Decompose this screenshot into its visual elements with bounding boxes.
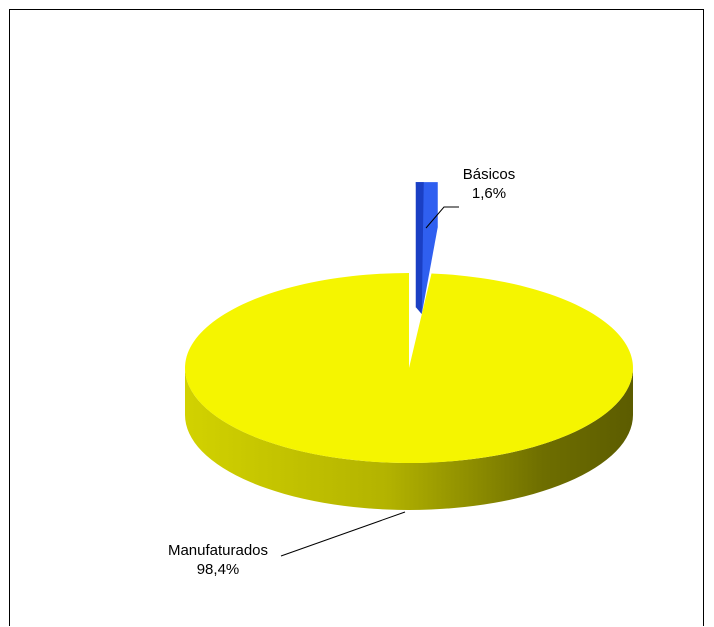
slice-side-manufaturados <box>185 368 633 510</box>
slice-manufaturados <box>185 273 634 463</box>
pie-chart <box>185 182 634 557</box>
slice-name-manufaturados: Manufaturados <box>167 542 269 559</box>
slice-name-basicos: Básicos <box>462 166 516 183</box>
slice-label-manufaturados: Manufaturados 98,4% <box>149 541 287 579</box>
slice-label-basicos: Básicos 1,6% <box>450 165 528 203</box>
pie-side-wall <box>185 368 633 510</box>
chart-frame: Básicos 1,6% Manufaturados 98,4% <box>9 9 704 626</box>
leader-line-manufaturados <box>280 511 406 557</box>
slice-value-basicos: 1,6% <box>471 185 507 202</box>
slice-face-basicos <box>415 182 424 315</box>
slice-value-manufaturados: 98,4% <box>196 561 240 578</box>
leader-line-basicos <box>425 206 459 229</box>
